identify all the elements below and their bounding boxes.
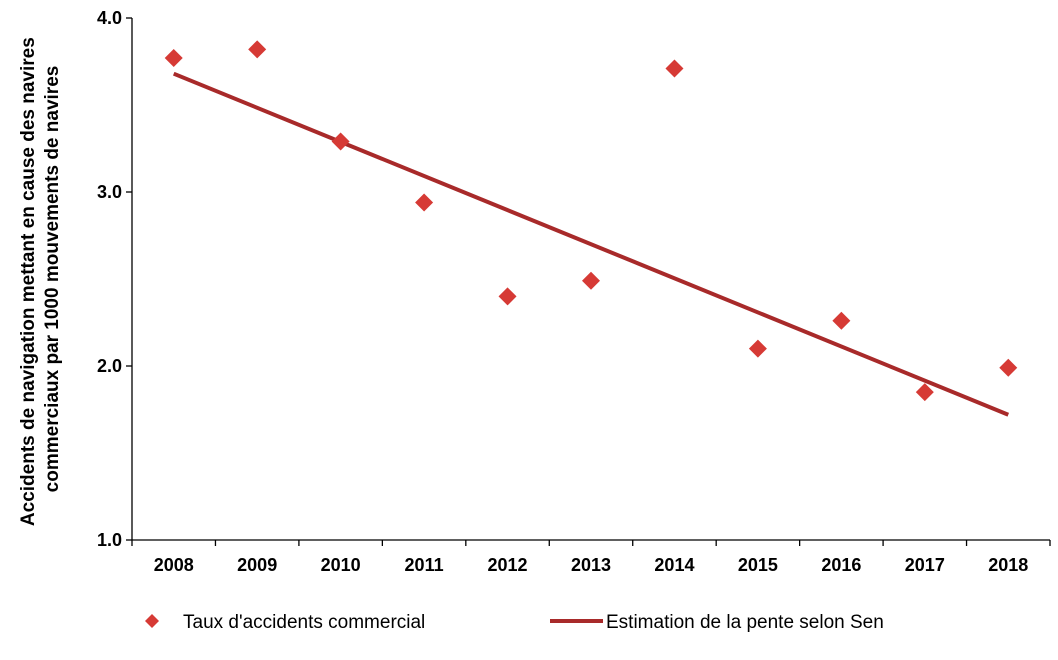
axes <box>126 17 1051 546</box>
data-point-diamond <box>331 132 350 151</box>
data-points <box>164 40 1018 402</box>
x-tick-label: 2012 <box>488 555 528 575</box>
x-tick-label: 2016 <box>821 555 861 575</box>
data-point-diamond <box>999 358 1018 377</box>
trend-line <box>172 71 1010 417</box>
x-tick-label: 2014 <box>654 555 694 575</box>
legend-diamond-marker <box>145 614 159 628</box>
x-tick-label: 2009 <box>237 555 277 575</box>
data-point-diamond <box>415 193 434 212</box>
y-tick-labels: 1.0 2.0 3.0 4.0 <box>97 8 122 550</box>
x-tick-label: 2013 <box>571 555 611 575</box>
data-point-diamond <box>665 59 684 78</box>
data-point-diamond <box>248 40 267 59</box>
x-tick-label: 2010 <box>321 555 361 575</box>
y-tick-label: 2.0 <box>97 356 122 376</box>
x-tick-label: 2011 <box>405 555 444 575</box>
data-point-diamond <box>498 287 517 306</box>
y-tick-label: 4.0 <box>97 8 122 28</box>
data-point-diamond <box>164 49 183 68</box>
y-axis-title: Accidents de navigation mettant en cause… <box>18 32 63 526</box>
data-point-diamond <box>748 339 767 358</box>
data-point-diamond <box>915 383 934 402</box>
y-tick-label: 1.0 <box>97 530 122 550</box>
y-axis-title-line-2: commerciaux par 1000 mouvements de navir… <box>42 66 63 493</box>
data-point-diamond <box>832 311 851 330</box>
x-tick-label: 2018 <box>988 555 1028 575</box>
y-axis-title-line-1: Accidents de navigation mettant en cause… <box>18 37 39 526</box>
x-tick-label: 2008 <box>154 555 194 575</box>
legend-label-trend: Estimation de la pente selon Sen <box>606 612 884 633</box>
x-tick-label: 2017 <box>905 555 945 575</box>
legend-label-scatter: Taux d'accidents commercial <box>183 612 425 633</box>
x-tick-labels: 2008 2009 2010 2011 2012 2013 2014 2015 … <box>154 555 1029 575</box>
y-tick-label: 3.0 <box>97 182 122 202</box>
trend-line-group <box>172 71 1010 417</box>
data-point-diamond <box>582 271 600 290</box>
x-tick-label: 2015 <box>738 555 778 575</box>
legend: Taux d'accidents commercial Estimation d… <box>145 612 884 633</box>
